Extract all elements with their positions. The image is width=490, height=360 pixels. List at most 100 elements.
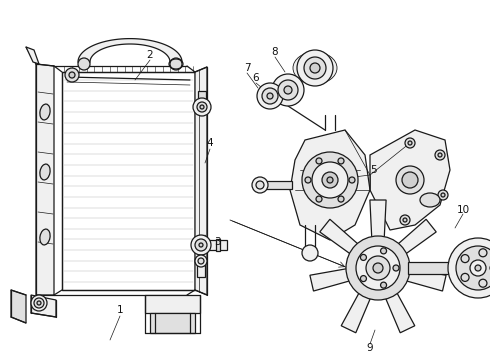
Circle shape	[400, 215, 410, 225]
Polygon shape	[370, 130, 450, 230]
Circle shape	[316, 158, 322, 164]
Polygon shape	[78, 39, 182, 62]
Circle shape	[256, 181, 264, 189]
Polygon shape	[36, 64, 54, 295]
Bar	[150, 313, 195, 333]
Text: 5: 5	[369, 165, 376, 175]
Circle shape	[403, 218, 407, 222]
Bar	[197, 265, 205, 277]
Text: 10: 10	[457, 205, 469, 215]
Polygon shape	[31, 295, 56, 317]
Text: 9: 9	[367, 343, 373, 353]
Circle shape	[195, 239, 207, 251]
Circle shape	[198, 258, 204, 264]
Circle shape	[346, 236, 410, 300]
Circle shape	[37, 301, 41, 305]
Bar	[408, 262, 473, 274]
Bar	[209, 240, 227, 250]
Circle shape	[31, 295, 47, 311]
Circle shape	[470, 260, 486, 276]
Polygon shape	[310, 268, 353, 291]
Circle shape	[195, 255, 207, 267]
Circle shape	[193, 98, 211, 116]
Bar	[216, 239, 220, 251]
Circle shape	[199, 243, 203, 247]
Text: 3: 3	[214, 237, 220, 247]
Circle shape	[267, 93, 273, 99]
Circle shape	[197, 102, 207, 112]
Circle shape	[381, 248, 387, 254]
Circle shape	[69, 72, 75, 78]
Circle shape	[304, 57, 326, 79]
Circle shape	[405, 138, 415, 148]
Circle shape	[438, 153, 442, 157]
Polygon shape	[384, 290, 415, 333]
Polygon shape	[320, 219, 361, 256]
Circle shape	[408, 141, 412, 145]
Circle shape	[257, 83, 283, 109]
Circle shape	[312, 162, 348, 198]
Bar	[198, 91, 206, 99]
Polygon shape	[403, 268, 446, 291]
Circle shape	[448, 238, 490, 298]
Ellipse shape	[40, 104, 50, 120]
Circle shape	[310, 63, 320, 73]
Text: 6: 6	[253, 73, 259, 83]
Circle shape	[252, 177, 268, 193]
Circle shape	[381, 282, 387, 288]
Circle shape	[65, 68, 79, 82]
Circle shape	[475, 265, 481, 271]
Polygon shape	[195, 67, 207, 295]
Circle shape	[200, 105, 204, 109]
Circle shape	[373, 263, 383, 273]
Circle shape	[302, 152, 358, 208]
Circle shape	[396, 166, 424, 194]
Circle shape	[361, 276, 367, 282]
Circle shape	[278, 80, 298, 100]
Bar	[62, 72, 195, 290]
Circle shape	[479, 249, 487, 257]
Text: 8: 8	[271, 47, 278, 57]
Circle shape	[435, 150, 445, 160]
Circle shape	[393, 265, 399, 271]
Circle shape	[479, 279, 487, 287]
Ellipse shape	[40, 229, 50, 245]
Circle shape	[297, 50, 333, 86]
Polygon shape	[11, 290, 26, 323]
Circle shape	[456, 246, 490, 290]
Bar	[145, 295, 200, 313]
Circle shape	[170, 58, 182, 70]
Circle shape	[272, 74, 304, 106]
Polygon shape	[26, 47, 39, 64]
Circle shape	[461, 273, 469, 282]
Ellipse shape	[293, 52, 337, 84]
Circle shape	[78, 58, 90, 70]
Circle shape	[191, 235, 211, 255]
Circle shape	[316, 196, 322, 202]
Circle shape	[322, 172, 338, 188]
Circle shape	[402, 172, 418, 188]
Circle shape	[284, 86, 292, 94]
Text: 1: 1	[117, 305, 123, 315]
Text: 2: 2	[147, 50, 153, 60]
Circle shape	[338, 158, 344, 164]
Circle shape	[262, 88, 278, 104]
Text: 7: 7	[244, 63, 250, 73]
Circle shape	[338, 196, 344, 202]
Circle shape	[356, 246, 400, 290]
Circle shape	[461, 255, 469, 262]
Ellipse shape	[420, 193, 440, 207]
Polygon shape	[370, 200, 386, 241]
Polygon shape	[290, 130, 370, 240]
Circle shape	[34, 298, 44, 308]
Circle shape	[361, 255, 367, 260]
Circle shape	[441, 193, 445, 197]
Circle shape	[302, 245, 318, 261]
Circle shape	[366, 256, 390, 280]
Circle shape	[438, 190, 448, 200]
Circle shape	[327, 177, 333, 183]
Circle shape	[349, 177, 355, 183]
Bar	[280, 92, 290, 100]
Polygon shape	[395, 219, 436, 256]
Circle shape	[305, 177, 311, 183]
